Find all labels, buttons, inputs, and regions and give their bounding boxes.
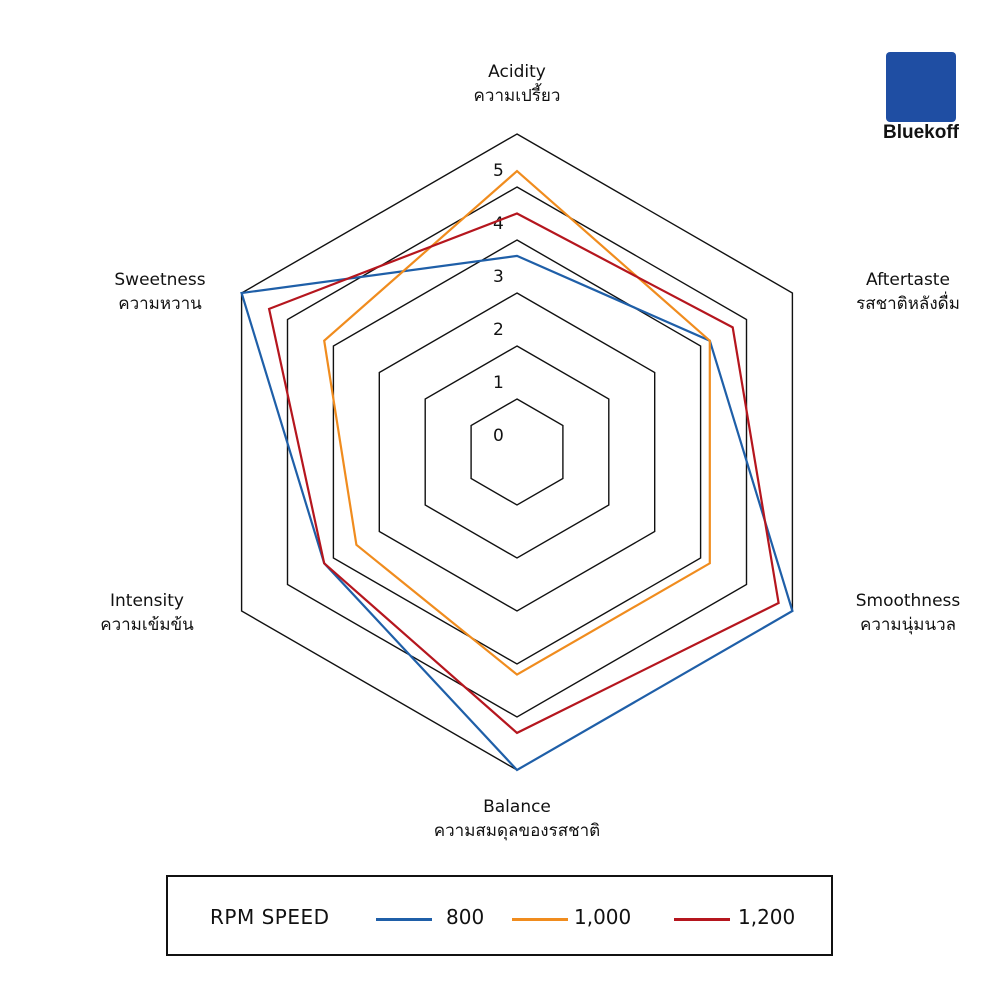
axis-label-aftertaste: Aftertaste รสชาติหลังดื่ม xyxy=(808,268,1000,316)
axis-label-sweetness-en: Sweetness xyxy=(114,270,206,290)
grid-ring-1 xyxy=(470,398,564,506)
tick-label-5: 5 xyxy=(493,161,504,181)
radar-series xyxy=(240,169,794,772)
axis-label-aftertaste-th: รสชาติหลังดื่ม xyxy=(856,294,960,314)
brand-logo xyxy=(886,52,956,122)
axis-label-aftertaste-en: Aftertaste xyxy=(866,270,950,290)
legend: RPM SPEED 800 1,000 1,200 xyxy=(166,875,833,956)
tick-label-2: 2 xyxy=(493,320,504,340)
series-1200 xyxy=(267,212,780,735)
legend-label-1200: 1,200 xyxy=(738,905,796,929)
axis-label-balance: Balance ความสมดุลของรสชาติ xyxy=(387,795,647,843)
grid-ring-5 xyxy=(286,186,748,718)
grid-ring-2 xyxy=(424,345,610,559)
tick-label-4: 4 xyxy=(493,214,504,234)
tick-label-1: 1 xyxy=(493,373,504,393)
tick-label-0: 0 xyxy=(493,426,504,446)
axis-label-smoothness: Smoothness ความนุ่มนวล xyxy=(808,589,1000,637)
axis-label-smoothness-th: ความนุ่มนวล xyxy=(859,615,957,635)
grid-ring-3 xyxy=(378,292,656,612)
brand-name: Bluekoff xyxy=(883,122,959,143)
series-1000 xyxy=(323,169,711,676)
axis-label-acidity-en: Acidity xyxy=(488,62,546,82)
legend-title: RPM SPEED xyxy=(210,905,330,929)
tick-label-3: 3 xyxy=(493,267,504,287)
radar-tick-labels: 0 1 2 3 4 5 xyxy=(493,161,504,446)
legend-swatch-1200 xyxy=(674,918,730,921)
legend-swatch-800 xyxy=(376,918,432,921)
grid-ring-4 xyxy=(332,239,702,665)
axis-label-smoothness-en: Smoothness xyxy=(855,591,961,611)
axis-label-acidity-th: ความเปรี้ยว xyxy=(473,86,561,106)
axis-label-acidity: Acidity ความเปรี้ยว xyxy=(417,60,617,108)
legend-label-800: 800 xyxy=(446,905,485,929)
axis-label-intensity-en: Intensity xyxy=(110,591,184,611)
axis-label-balance-en: Balance xyxy=(483,797,551,817)
legend-label-1000: 1,000 xyxy=(574,905,632,929)
legend-swatch-1000 xyxy=(512,918,568,921)
axis-label-sweetness-th: ความหวาน xyxy=(118,294,202,314)
axis-label-balance-th: ความสมดุลของรสชาติ xyxy=(433,821,601,841)
axis-label-sweetness: Sweetness ความหวาน xyxy=(60,268,260,316)
axis-label-intensity-th: ความเข้มข้น xyxy=(100,615,194,635)
axis-label-intensity: Intensity ความเข้มข้น xyxy=(47,589,247,637)
